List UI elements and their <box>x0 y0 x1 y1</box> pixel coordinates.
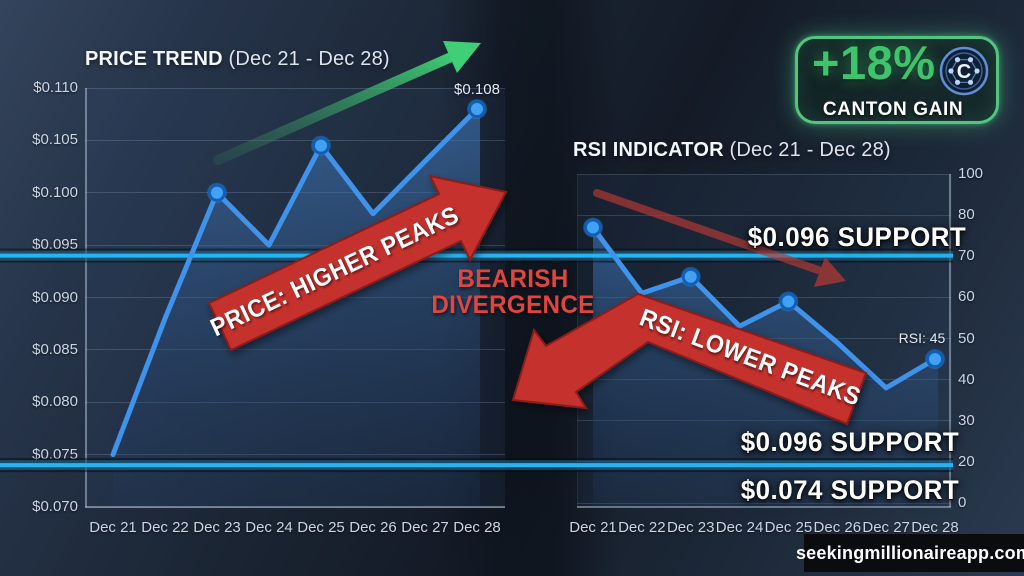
canton-coin-icon: C <box>938 45 990 102</box>
price-title-range: (Dec 21 - Dec 28) <box>222 48 390 70</box>
rsi-title-main: RSI INDICATOR <box>573 139 724 161</box>
price-x-tick: Dec 25 <box>297 519 345 536</box>
rsi-y-tick: 50 <box>958 329 975 347</box>
rsi-last-label: RSI: 45 <box>898 330 946 346</box>
rsi-chart-title: RSI INDICATOR (Dec 21 - Dec 28) <box>573 139 891 162</box>
rsi-y-tick: 80 <box>958 206 975 224</box>
rsi-y-tick: 30 <box>958 411 975 429</box>
rsi-x-tick: Dec 21 <box>569 519 617 536</box>
gain-badge: +18% C CANTON GAIN <box>795 36 999 124</box>
rsi-y-tick: 40 <box>958 370 975 388</box>
annotation-banners <box>207 174 868 426</box>
price-marker <box>468 100 486 118</box>
price-line <box>110 106 480 458</box>
rsi-x-tick: Dec 24 <box>715 519 764 536</box>
green-up-arrow <box>213 41 481 165</box>
price-x-tick: Dec 21 <box>89 519 137 536</box>
price-y-axis <box>85 88 87 507</box>
rsi-x-axis <box>577 506 951 508</box>
price-x-axis <box>85 506 505 508</box>
rsi-marker <box>779 292 798 311</box>
rsi-y-tick: 70 <box>958 247 975 265</box>
support-lines <box>0 248 953 473</box>
price-x-tick: Dec 27 <box>401 519 449 536</box>
rsi-title-range: (Dec 21 - Dec 28) <box>723 139 891 161</box>
price-x-tick: Dec 26 <box>349 519 397 536</box>
price-title-main: PRICE TREND <box>85 48 223 70</box>
red-down-arrow <box>593 189 846 287</box>
price-y-tick: $0.070 <box>32 498 78 515</box>
bearish-line1: BEARISH <box>457 265 569 293</box>
series-lines <box>110 99 945 458</box>
gain-badge-label: CANTON GAIN <box>822 99 964 120</box>
site-url: seekingmillionaireapp.com <box>795 542 1024 563</box>
price-marker <box>208 183 226 202</box>
rsi-banner-arrow <box>511 292 868 426</box>
bearish-line2: DIVERGENCE <box>431 291 595 319</box>
price-y-tick: $0.105 <box>32 131 78 149</box>
rsi-y-tick: 60 <box>958 288 975 306</box>
price-x-tick: Dec 28 <box>453 519 501 536</box>
rsi-marker <box>681 267 700 286</box>
price-marker <box>312 136 330 155</box>
support-label-lower: $0.074 SUPPORT <box>740 475 960 505</box>
price-y-tick: $0.100 <box>32 183 78 201</box>
rsi-marker <box>584 218 602 237</box>
price-x-tick: Dec 23 <box>193 519 241 536</box>
rsi-gridline <box>577 296 951 298</box>
price-gridline <box>85 87 505 89</box>
price-y-tick: $0.085 <box>32 340 78 358</box>
price-x-tick: Dec 22 <box>141 519 189 536</box>
rsi-y-tick: 100 <box>958 165 984 182</box>
rsi-x-tick: Dec 26 <box>813 519 862 536</box>
rsi-y-tick: 0 <box>958 494 967 511</box>
rsi-marker <box>926 350 944 369</box>
rsi-line <box>590 225 938 391</box>
price-gridline <box>85 139 505 141</box>
rsi-x-tick: Dec 28 <box>911 519 959 536</box>
price-chart-title: PRICE TREND (Dec 21 - Dec 28) <box>85 48 390 71</box>
rsi-x-tick: Dec 25 <box>764 519 813 536</box>
rsi-gridline <box>577 214 951 216</box>
rsi-x-tick: Dec 22 <box>618 519 666 536</box>
bearish-divergence-label: BEARISH DIVERGENCE <box>397 266 630 318</box>
price-y-tick: $0.090 <box>32 288 78 306</box>
rsi-x-tick: Dec 23 <box>666 519 715 536</box>
price-banner-arrow <box>207 174 508 352</box>
rsi-x-tick: Dec 27 <box>862 519 910 536</box>
site-bar: seekingmillionaireapp.com <box>796 534 1024 572</box>
support-label-mid: $0.096 SUPPORT <box>740 427 960 457</box>
trend-arrows <box>213 41 846 287</box>
support-label-upper: $0.096 SUPPORT <box>747 222 967 252</box>
rsi-y-axis <box>949 174 951 507</box>
price-peak-label: $0.108 <box>454 81 500 98</box>
coin-letter: C <box>957 61 971 83</box>
price-y-tick: $0.110 <box>33 79 78 96</box>
rsi-y-tick: 20 <box>958 452 975 470</box>
gain-value: +18% <box>812 36 936 89</box>
price-x-tick: Dec 24 <box>245 519 293 536</box>
rsi-gridline <box>577 173 951 175</box>
price-y-tick: $0.080 <box>32 393 78 411</box>
